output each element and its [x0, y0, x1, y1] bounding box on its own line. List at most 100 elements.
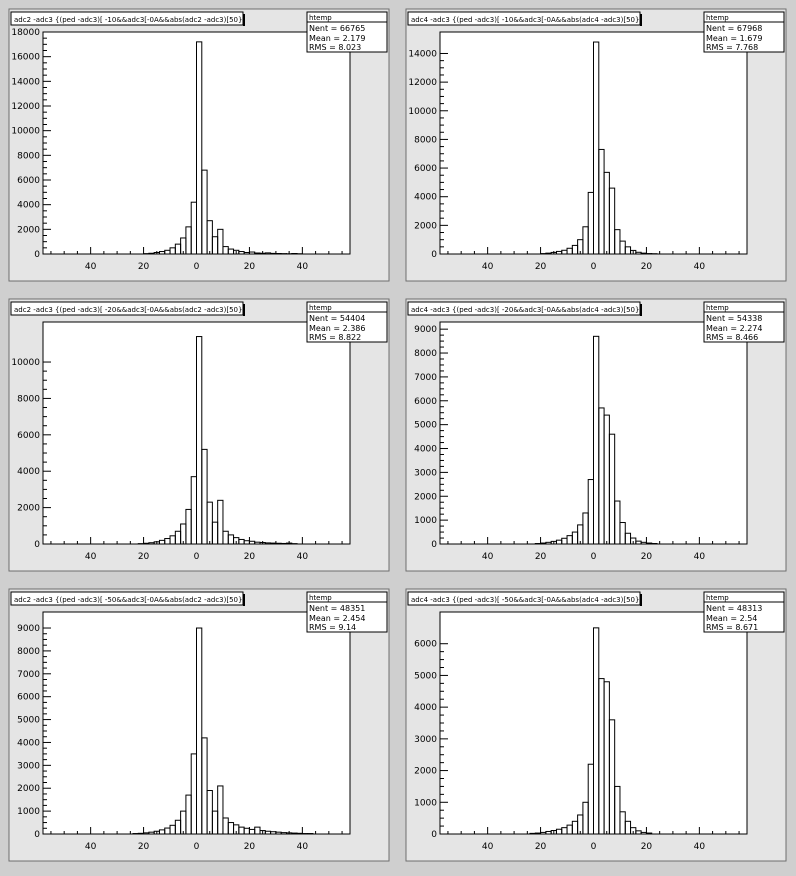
stats-rms: RMS = 8.671 — [706, 623, 758, 632]
x-tick-label: 0 — [591, 552, 597, 562]
histogram-bin — [260, 253, 265, 254]
x-tick-label: 40 — [482, 842, 494, 852]
histogram-bin — [535, 833, 540, 834]
x-tick-label: 20 — [244, 262, 256, 272]
stats-header: htemp — [309, 304, 332, 312]
y-tick-label: 3000 — [414, 468, 437, 478]
histogram-bin — [530, 833, 535, 834]
title-box-shadow — [640, 594, 642, 606]
x-tick-label: 0 — [591, 262, 597, 272]
y-tick-label: 2000 — [17, 225, 40, 235]
stats-entries: Nent = 54338 — [706, 314, 762, 323]
stats-rms: RMS = 8.023 — [309, 43, 361, 52]
x-tick-label: 40 — [482, 552, 494, 562]
x-tick-label: 20 — [138, 552, 150, 562]
x-tick-label: 0 — [194, 842, 200, 852]
title-box-shadow — [640, 304, 642, 316]
x-tick-label: 0 — [194, 262, 200, 272]
y-tick-label: 10000 — [11, 358, 40, 368]
x-tick-label: 20 — [641, 262, 653, 272]
histogram-bin — [138, 833, 143, 834]
stats-rms: RMS = 9.14 — [309, 623, 356, 632]
y-tick-label: 5000 — [414, 671, 437, 681]
histogram-title: adc2 -adc3 {(ped -adc3)[ -10&&adc3[-0A&&… — [14, 16, 242, 24]
stats-rms: RMS = 8.822 — [309, 333, 361, 342]
y-tick-label: 6000 — [414, 397, 437, 407]
stats-mean: Mean = 2.54 — [706, 614, 757, 623]
y-tick-label: 18000 — [11, 28, 40, 38]
histogram-bin — [271, 253, 276, 254]
y-tick-label: 2000 — [414, 492, 437, 502]
y-tick-label: 0 — [34, 540, 40, 550]
x-tick-label: 40 — [297, 552, 309, 562]
y-tick-label: 4000 — [17, 201, 40, 211]
y-tick-label: 8000 — [414, 349, 437, 359]
x-tick-label: 20 — [641, 552, 653, 562]
stats-mean: Mean = 2.274 — [706, 324, 763, 333]
y-tick-label: 3000 — [414, 735, 437, 745]
x-tick-label: 20 — [535, 842, 547, 852]
stats-entries: Nent = 54404 — [309, 314, 365, 323]
x-tick-label: 20 — [138, 842, 150, 852]
y-tick-label: 6000 — [414, 164, 437, 174]
histogram-bin — [271, 543, 276, 544]
x-tick-label: 40 — [694, 842, 706, 852]
histogram-bin — [276, 543, 281, 544]
histogram-bin — [286, 543, 291, 544]
histogram-bin — [297, 833, 302, 834]
y-tick-label: 5000 — [17, 716, 40, 726]
y-tick-label: 6000 — [17, 431, 40, 441]
y-tick-label: 4000 — [17, 738, 40, 748]
y-tick-label: 4000 — [414, 703, 437, 713]
histogram-title: adc4 -adc3 {(ped -adc3)[ -10&&adc3[-0A&&… — [411, 16, 639, 24]
stats-rms: RMS = 8.466 — [706, 333, 758, 342]
histogram-bin — [149, 253, 154, 254]
stats-header: htemp — [309, 14, 332, 22]
x-tick-label: 20 — [244, 552, 256, 562]
title-box-shadow — [243, 304, 245, 316]
stats-mean: Mean = 1.679 — [706, 34, 763, 43]
histogram-bin — [646, 543, 651, 544]
y-tick-label: 10000 — [408, 107, 437, 117]
x-tick-label: 40 — [297, 842, 309, 852]
x-tick-label: 20 — [535, 262, 547, 272]
title-box-shadow — [243, 594, 245, 606]
y-tick-label: 1000 — [414, 798, 437, 808]
y-tick-label: 2000 — [414, 767, 437, 777]
y-tick-label: 7000 — [414, 373, 437, 383]
y-tick-label: 8000 — [17, 151, 40, 161]
histogram-bin — [255, 253, 260, 254]
title-box-shadow — [640, 14, 642, 26]
y-tick-label: 6000 — [414, 640, 437, 650]
x-tick-label: 20 — [138, 262, 150, 272]
y-tick-label: 6000 — [17, 176, 40, 186]
y-tick-label: 14000 — [11, 77, 40, 87]
stats-header: htemp — [706, 14, 729, 22]
histogram-bin — [144, 543, 149, 544]
stats-mean: Mean = 2.179 — [309, 34, 366, 43]
x-tick-label: 40 — [482, 262, 494, 272]
y-tick-label: 9000 — [17, 624, 40, 634]
histogram-title: adc2 -adc3 {(ped -adc3)[ -50&&adc3[-0A&&… — [14, 596, 242, 604]
y-tick-label: 12000 — [408, 78, 437, 88]
y-tick-label: 0 — [34, 830, 40, 840]
histogram-bin — [641, 253, 646, 254]
x-tick-label: 40 — [85, 552, 97, 562]
x-tick-label: 40 — [297, 262, 309, 272]
histogram-bin — [546, 253, 551, 254]
y-tick-label: 1000 — [17, 807, 40, 817]
stats-mean: Mean = 2.386 — [309, 324, 366, 333]
y-tick-label: 0 — [34, 250, 40, 260]
y-tick-label: 9000 — [414, 325, 437, 335]
histogram-title: adc2 -adc3 {(ped -adc3)[ -20&&adc3[-0A&&… — [14, 306, 242, 314]
x-tick-label: 40 — [694, 552, 706, 562]
x-tick-label: 40 — [694, 262, 706, 272]
y-tick-label: 4000 — [17, 467, 40, 477]
y-tick-label: 14000 — [408, 49, 437, 59]
